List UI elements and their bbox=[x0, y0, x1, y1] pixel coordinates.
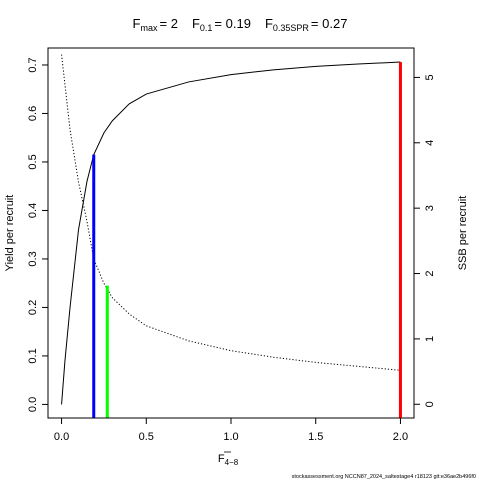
x-axis: 0.0 0.5 1.0 1.5 2.0 bbox=[54, 417, 408, 443]
y-right-tick-label: 4 bbox=[424, 140, 436, 146]
title-f01-sub: 0.1 bbox=[200, 23, 213, 33]
title-fspr-base: F bbox=[265, 16, 273, 31]
y-left-tick-label: 0.4 bbox=[27, 203, 39, 218]
y-left-tick-label: 0.5 bbox=[27, 154, 39, 169]
y-right-tick-label: 3 bbox=[424, 205, 436, 211]
title-fspr-sub: 0.35SPR bbox=[273, 23, 310, 33]
x-tick-label: 0.5 bbox=[139, 431, 154, 443]
title-fmax-value: = 2 bbox=[160, 16, 178, 31]
x-tick-label: 1.5 bbox=[308, 431, 323, 443]
title-fmax-sub: max bbox=[141, 23, 159, 33]
y-left-tick-label: 0.7 bbox=[27, 57, 39, 72]
title-fmax-base: F bbox=[133, 16, 141, 31]
y-left-tick-label: 0.3 bbox=[27, 251, 39, 266]
y-axis-right: 0 1 2 3 4 5 bbox=[414, 74, 436, 407]
y-left-tick-label: 0.6 bbox=[27, 106, 39, 121]
y-axis-right-label: SSB per recruit bbox=[457, 196, 469, 271]
y-left-tick-label: 0.0 bbox=[27, 397, 39, 412]
y-axis-left: 0.0 0.1 0.2 0.3 0.4 0.5 0.6 0.7 bbox=[27, 57, 48, 412]
series-layer bbox=[61, 54, 401, 405]
title-fspr-value: = 0.27 bbox=[311, 16, 348, 31]
yield-per-recruit-line bbox=[61, 61, 401, 405]
title-f01-base: F bbox=[192, 16, 200, 31]
y-right-tick-label: 2 bbox=[424, 270, 436, 276]
footer-caption: stockassessment.org NCCN87_2024_saltesta… bbox=[292, 474, 476, 480]
reference-lines bbox=[92, 62, 402, 418]
x-axis-label-sub: 4−8 bbox=[225, 458, 239, 467]
y-right-tick-label: 0 bbox=[424, 401, 436, 407]
y-left-tick-label: 0.2 bbox=[27, 300, 39, 315]
x-axis-label: F4−8 bbox=[218, 453, 239, 467]
y-axis-left-label: Yield per recruit bbox=[4, 195, 16, 272]
y-right-tick-label: 5 bbox=[424, 74, 436, 80]
y-right-tick-label: 1 bbox=[424, 336, 436, 342]
x-tick-label: 1.0 bbox=[223, 431, 238, 443]
title-f01-value: = 0.19 bbox=[214, 16, 251, 31]
y-left-tick-label: 0.1 bbox=[27, 348, 39, 363]
chart-title: Fmax = 2 F0.1 = 0.19 F0.35SPR = 0.27 bbox=[133, 16, 348, 33]
x-tick-label: 0.0 bbox=[54, 431, 69, 443]
x-axis-label-base: F bbox=[218, 453, 225, 465]
x-tick-label: 2.0 bbox=[393, 431, 408, 443]
